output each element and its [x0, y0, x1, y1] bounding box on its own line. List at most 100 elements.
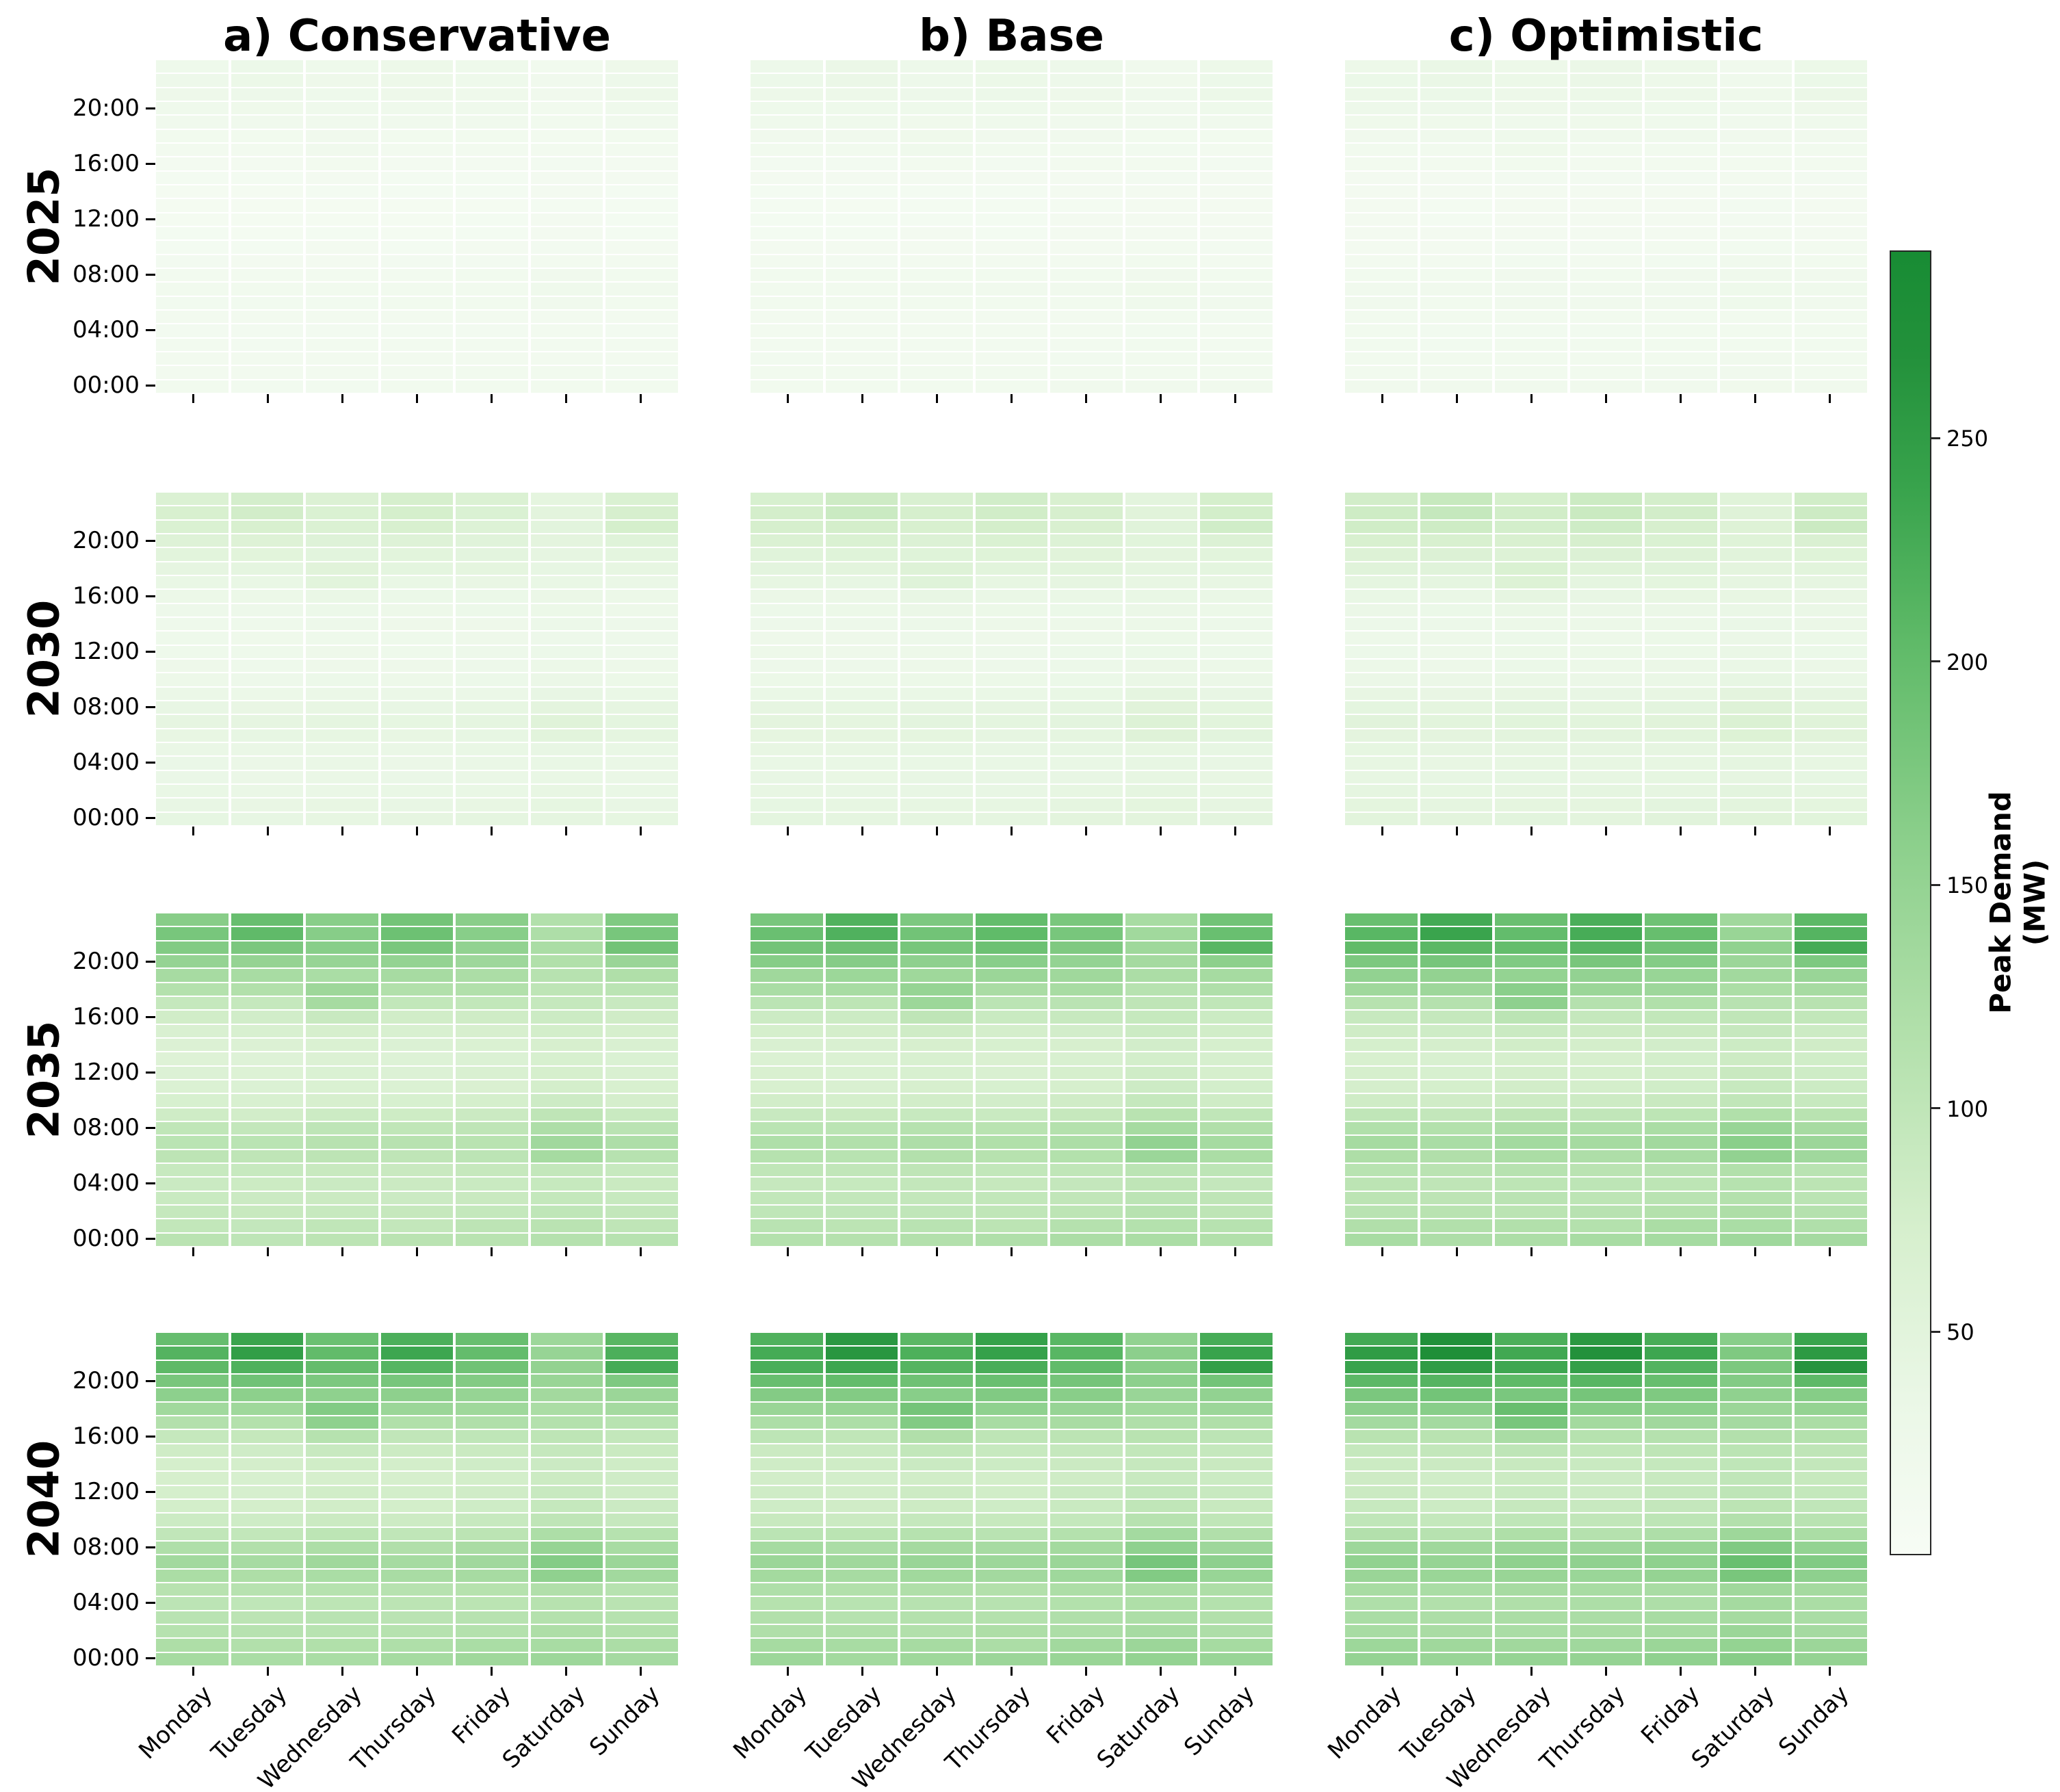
heatmap-cell — [1719, 1472, 1792, 1485]
heatmap-cell — [751, 1052, 823, 1065]
heatmap-cell — [1719, 241, 1792, 254]
heatmap-cell — [1719, 1360, 1792, 1373]
heatmap-cell — [900, 157, 973, 170]
heatmap-cell — [1795, 757, 1867, 770]
heatmap-cell — [975, 88, 1048, 101]
heatmap-cell — [1569, 1122, 1643, 1135]
x-tick-mark — [1160, 394, 1162, 403]
heatmap-cell — [380, 157, 454, 170]
heatmap-cell — [231, 506, 304, 519]
heatmap-cell — [1125, 129, 1198, 142]
heatmap-cell — [380, 1416, 454, 1429]
heatmap-cell — [1050, 1178, 1123, 1191]
heatmap-cell — [1645, 913, 1717, 926]
heatmap-cell — [231, 997, 304, 1010]
heatmap-cell — [380, 1652, 454, 1665]
heatmap-cell — [1200, 1206, 1273, 1219]
heatmap-cell — [306, 283, 378, 296]
heatmap-cell — [231, 296, 304, 309]
heatmap-cell — [825, 171, 898, 184]
heatmap-cell — [1125, 366, 1198, 379]
heatmap-cell — [1420, 562, 1493, 575]
heatmap-cell — [1050, 255, 1123, 268]
heatmap-cell — [1645, 171, 1717, 184]
heatmap-cell — [605, 1219, 678, 1232]
heatmap-cell — [975, 1542, 1048, 1555]
heatmap-cell — [1200, 380, 1273, 393]
heatmap-cell — [900, 1527, 973, 1540]
heatmap-cell — [900, 576, 973, 589]
heatmap-cell — [231, 1430, 304, 1443]
heatmap-cell — [380, 88, 454, 101]
heatmap-cell — [1569, 296, 1643, 309]
heatmap-cell — [1719, 1094, 1792, 1107]
heatmap-cell — [530, 927, 603, 940]
heatmap-cell — [306, 757, 378, 770]
y-tick-label: 20:00 — [73, 526, 140, 554]
heatmap-cell — [1495, 1611, 1567, 1624]
heatmap-cell — [825, 687, 898, 700]
heatmap-cell — [900, 913, 973, 926]
heatmap-cell — [1569, 1458, 1643, 1471]
heatmap-cell — [380, 1458, 454, 1471]
x-tick-mark — [1381, 827, 1383, 835]
heatmap-cell — [530, 955, 603, 968]
heatmap-cell — [231, 74, 304, 87]
heatmap-cell — [1050, 785, 1123, 798]
heatmap-cell — [1719, 812, 1792, 825]
heatmap-cell — [1719, 645, 1792, 658]
heatmap-cell — [231, 88, 304, 101]
heatmap-cell — [1125, 1178, 1198, 1191]
heatmap-cell — [1420, 1402, 1493, 1415]
heatmap-cell — [156, 562, 229, 575]
heatmap-cell — [605, 603, 678, 616]
heatmap-cell — [825, 770, 898, 783]
heatmap-cell — [1569, 213, 1643, 226]
heatmap-cell — [231, 1388, 304, 1401]
heatmap-cell — [975, 955, 1048, 968]
heatmap-cell — [456, 199, 528, 212]
heatmap-cell — [456, 729, 528, 742]
heatmap-cell — [530, 1416, 603, 1429]
heatmap-cell — [1569, 1597, 1643, 1610]
heatmap-cell — [975, 171, 1048, 184]
heatmap-cell — [1495, 1639, 1567, 1652]
heatmap-cell — [900, 227, 973, 240]
heatmap-cell — [1345, 1191, 1418, 1204]
heatmap-cell — [231, 1500, 304, 1513]
heatmap-cell — [605, 1136, 678, 1149]
heatmap-cell — [825, 701, 898, 714]
heatmap-cell — [1345, 1108, 1418, 1121]
heatmap-cell — [1495, 171, 1567, 184]
heatmap-cell — [975, 1485, 1048, 1498]
heatmap-cell — [231, 534, 304, 547]
heatmap-cell — [1345, 1625, 1418, 1638]
heatmap-cell — [1200, 283, 1273, 296]
heatmap-cell — [456, 941, 528, 954]
heatmap-cell — [1495, 1360, 1567, 1373]
heatmap-cell — [1420, 969, 1493, 982]
heatmap-cell — [1495, 798, 1567, 811]
heatmap-cell — [380, 1052, 454, 1065]
heatmap-cell — [231, 255, 304, 268]
heatmap-cell — [900, 129, 973, 142]
heatmap-cell — [1125, 213, 1198, 226]
heatmap-cell — [1719, 1444, 1792, 1457]
heatmap-cell — [1050, 311, 1123, 324]
heatmap-cell — [1200, 812, 1273, 825]
heatmap-cell — [530, 1500, 603, 1513]
heatmap-cell — [306, 324, 378, 337]
heatmap-cell — [306, 673, 378, 686]
heatmap-cell — [1645, 1500, 1717, 1513]
heatmap-cell — [1050, 269, 1123, 282]
heatmap-cell — [1345, 562, 1418, 575]
heatmap-cell — [1345, 1333, 1418, 1346]
heatmap-cell — [156, 812, 229, 825]
heatmap-cell — [975, 506, 1048, 519]
heatmap-cell — [1345, 1122, 1418, 1135]
heatmap-cell — [456, 969, 528, 982]
heatmap-cell — [1645, 1611, 1717, 1624]
heatmap-cell — [1719, 660, 1792, 673]
heatmap-cell — [380, 673, 454, 686]
heatmap-cell — [1719, 927, 1792, 940]
